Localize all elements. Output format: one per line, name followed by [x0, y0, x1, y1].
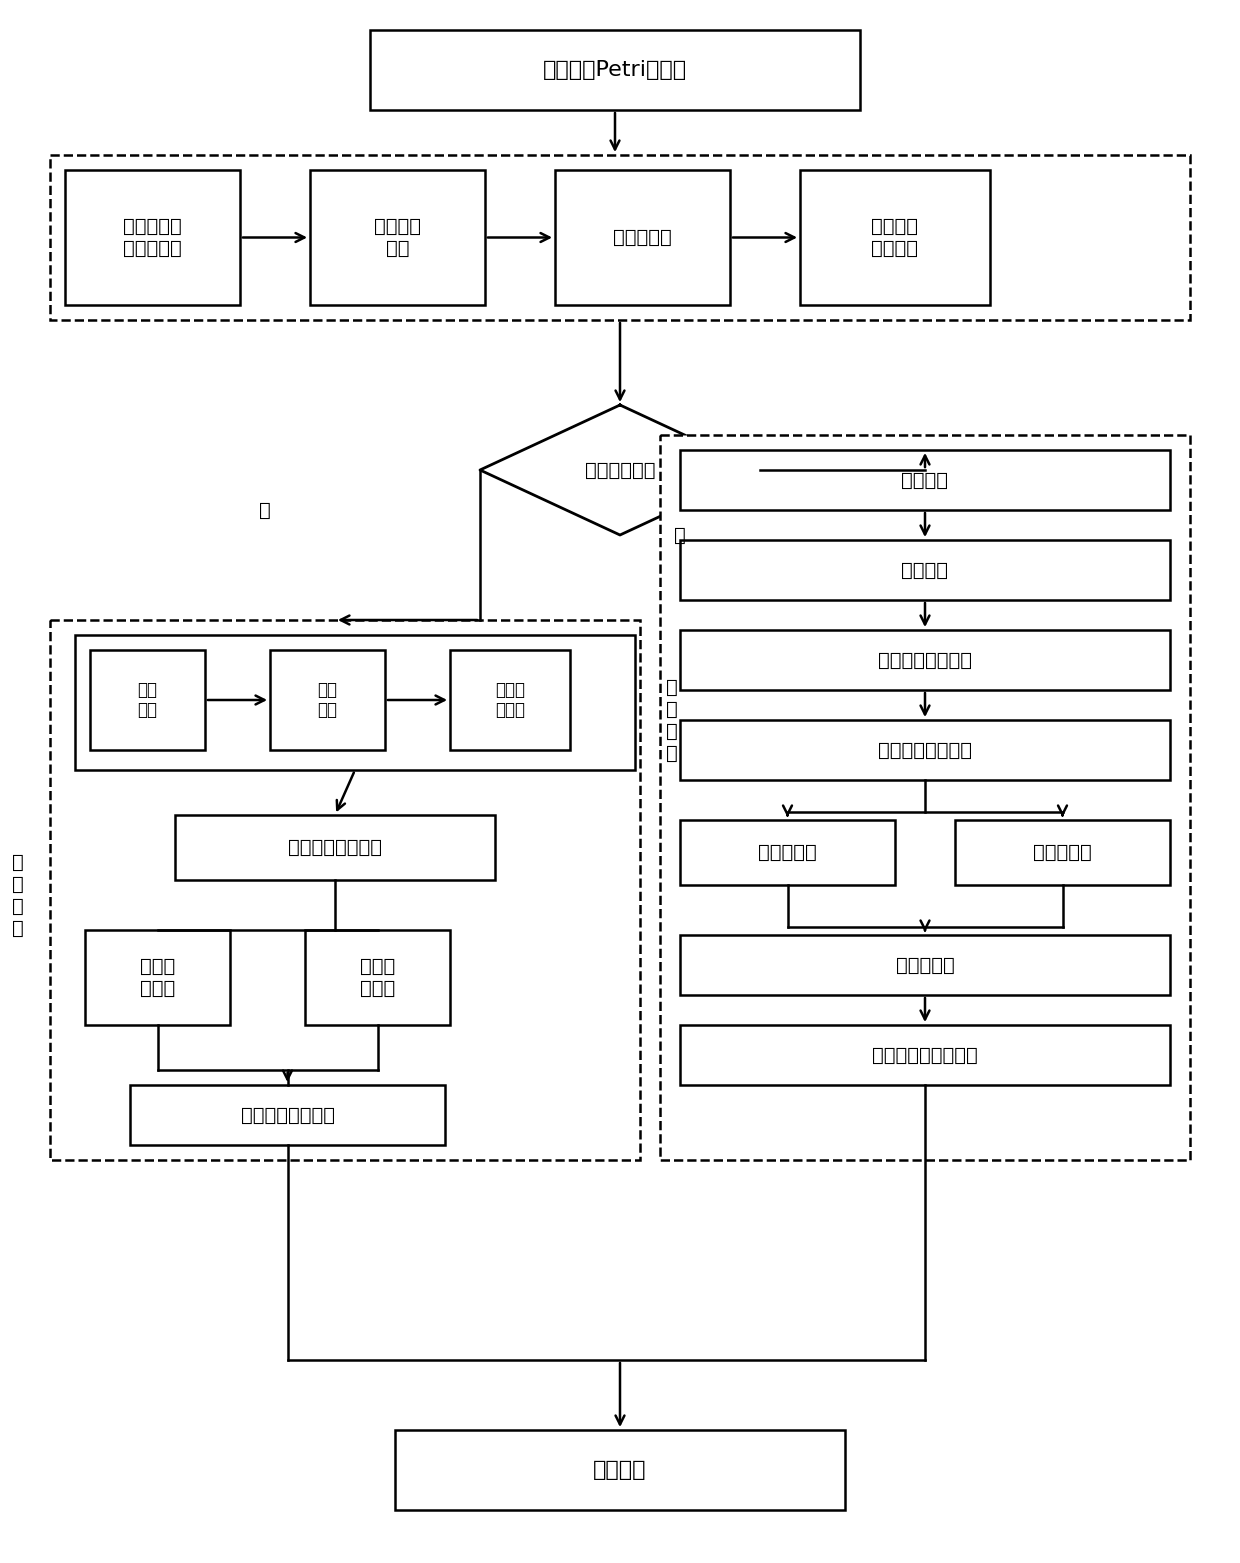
Bar — [680, 821, 895, 885]
Bar — [370, 30, 861, 109]
Bar — [91, 650, 205, 750]
Bar — [64, 170, 241, 305]
Text: 点火变迁序列判断: 点火变迁序列判断 — [288, 838, 382, 857]
Text: 历史数据、
专家经验等: 历史数据、 专家经验等 — [123, 217, 182, 258]
Text: 故障现象: 故障现象 — [901, 470, 949, 489]
Bar — [130, 1085, 445, 1146]
Bar — [86, 930, 229, 1025]
Bar — [680, 1025, 1171, 1085]
Bar — [800, 170, 990, 305]
Text: 逆向推理: 逆向推理 — [901, 561, 949, 580]
Text: 置信度推理: 置信度推理 — [613, 228, 672, 247]
Text: 库所故障率: 库所故障率 — [758, 842, 817, 863]
Text: 故障状
态推理: 故障状 态推理 — [360, 957, 396, 999]
Bar — [270, 650, 384, 750]
Text: 网络故障状态信息: 网络故障状态信息 — [241, 1105, 335, 1124]
Text: 是: 是 — [675, 525, 686, 544]
Text: 故障易发率: 故障易发率 — [895, 955, 955, 974]
Text: 改进模糊Petri网模型: 改进模糊Petri网模型 — [543, 59, 687, 80]
Text: 故障源优化诊断顺序: 故障源优化诊断顺序 — [872, 1046, 978, 1064]
Bar — [680, 539, 1171, 600]
Text: 否: 否 — [259, 500, 270, 519]
Bar — [680, 721, 1171, 780]
Bar — [310, 170, 485, 305]
Bar — [50, 621, 640, 1160]
Bar — [955, 821, 1171, 885]
Text: 潜在能使
变迁推断: 潜在能使 变迁推断 — [872, 217, 919, 258]
Bar — [680, 935, 1171, 996]
Text: 发现故障源: 发现故障源 — [1033, 842, 1092, 863]
Text: 库所逆向可达序列: 库所逆向可达序列 — [878, 650, 972, 669]
Bar — [680, 450, 1171, 510]
Text: 故障是否发生: 故障是否发生 — [585, 461, 655, 480]
Bar — [50, 155, 1190, 320]
Text: 故
障
诊
断: 故 障 诊 断 — [666, 677, 678, 763]
Text: 确定模型
初值: 确定模型 初值 — [374, 217, 422, 258]
Text: 故
障
评
价: 故 障 评 价 — [12, 852, 24, 938]
Text: 故障
征兆: 故障 征兆 — [317, 680, 337, 719]
Bar — [175, 814, 495, 880]
Text: 确定故障关联矩阵: 确定故障关联矩阵 — [878, 741, 972, 760]
Bar — [74, 635, 635, 771]
Bar — [450, 650, 570, 750]
Text: 确定初
始标识: 确定初 始标识 — [495, 680, 525, 719]
Bar — [680, 630, 1171, 689]
Bar — [660, 435, 1190, 1160]
Text: 在线
监测: 在线 监测 — [138, 680, 157, 719]
Text: 推理结果: 推理结果 — [593, 1460, 647, 1480]
Text: 托肯着
色规则: 托肯着 色规则 — [140, 957, 175, 999]
Bar — [396, 1430, 844, 1510]
Bar — [556, 170, 730, 305]
Bar — [305, 930, 450, 1025]
